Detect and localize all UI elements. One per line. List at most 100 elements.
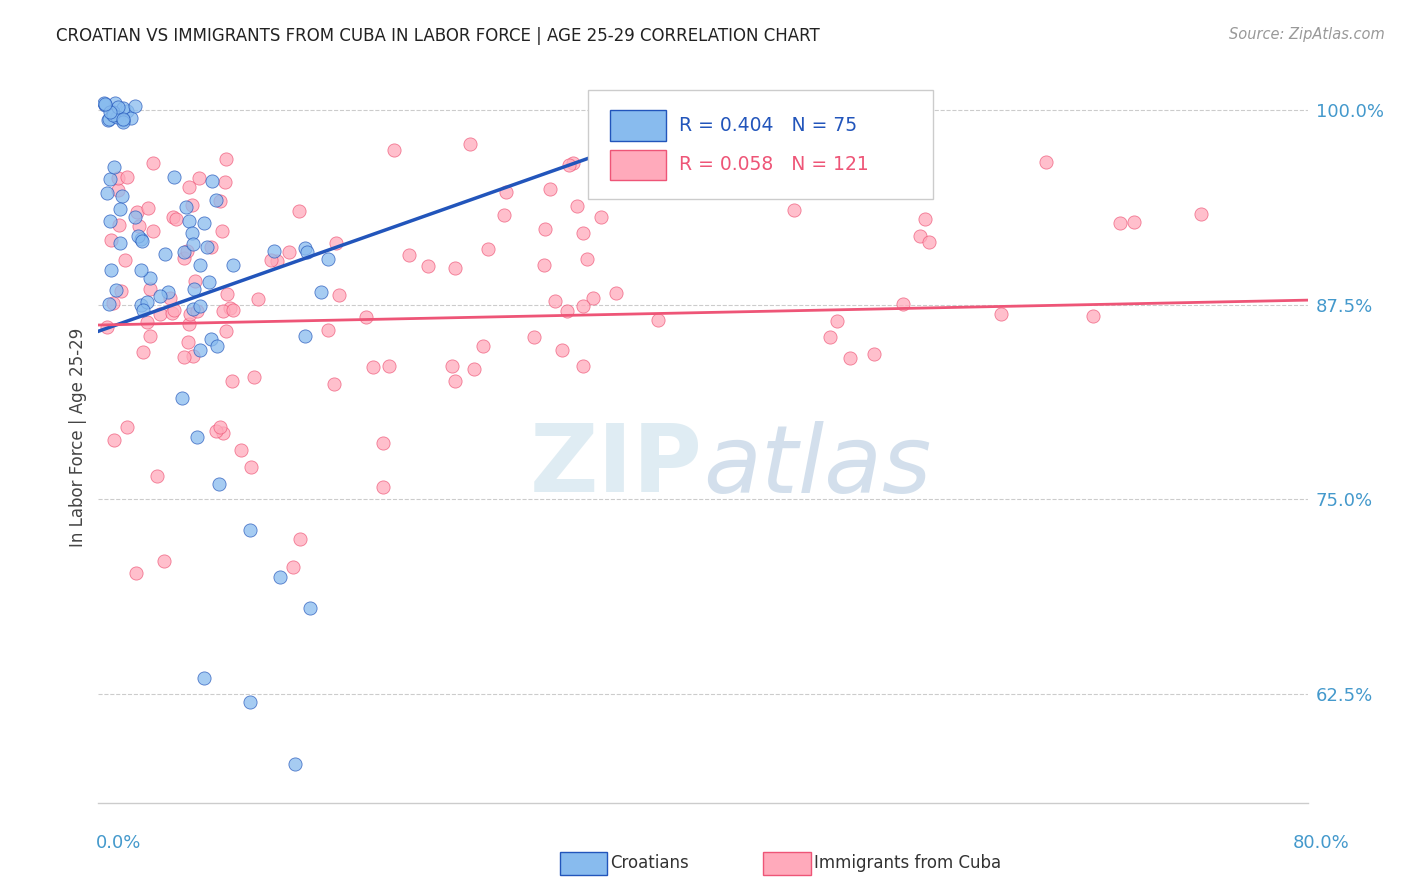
Point [208, 194, 231, 209]
Point [188, 170, 211, 185]
Point [124, 99, 146, 113]
Point [186, 304, 208, 318]
Point [124, 211, 146, 225]
Point [105, 110, 128, 124]
Point [288, 203, 311, 218]
Y-axis label: In Labor Force | Age 25-29: In Labor Force | Age 25-29 [69, 327, 87, 547]
Point [534, 221, 557, 235]
Point [149, 288, 172, 302]
Point [112, 112, 135, 127]
Point [605, 285, 627, 300]
Point [260, 253, 283, 268]
Point [205, 424, 228, 438]
Point [107, 170, 129, 185]
Point [108, 202, 131, 217]
Point [825, 314, 848, 328]
Point [98, 172, 121, 186]
Point [544, 293, 567, 308]
Point [209, 420, 232, 434]
Point [591, 210, 613, 224]
Point [94, 96, 117, 111]
Point [101, 105, 124, 120]
Point [582, 291, 605, 305]
Point [602, 171, 624, 186]
Point [572, 359, 595, 373]
Point [112, 112, 135, 127]
Point [463, 362, 485, 376]
Point [125, 205, 148, 219]
Point [214, 175, 236, 189]
Point [239, 459, 262, 474]
Point [105, 283, 128, 297]
Point [576, 252, 599, 266]
Point [188, 299, 211, 313]
Point [111, 102, 134, 116]
Point [179, 180, 201, 194]
Point [131, 344, 153, 359]
Point [284, 756, 307, 771]
Point [550, 343, 572, 357]
Point [538, 182, 561, 196]
Point [398, 248, 420, 262]
Point [211, 224, 233, 238]
Point [96, 319, 118, 334]
Point [246, 292, 269, 306]
Point [177, 335, 200, 350]
Point [914, 212, 936, 227]
Point [294, 329, 316, 343]
Point [93, 96, 115, 111]
Point [156, 285, 179, 299]
Point [111, 115, 134, 129]
Point [495, 186, 517, 200]
Point [139, 329, 162, 343]
Text: R = 0.404   N = 75: R = 0.404 N = 75 [679, 116, 856, 135]
Text: 80.0%: 80.0% [1294, 834, 1350, 852]
Point [160, 306, 183, 320]
Point [572, 226, 595, 240]
Point [108, 236, 131, 251]
Point [190, 343, 212, 357]
Point [183, 236, 205, 251]
Point [120, 112, 142, 126]
Point [198, 275, 221, 289]
Point [104, 96, 127, 111]
Point [891, 297, 914, 311]
Point [110, 284, 132, 298]
Point [205, 338, 228, 352]
Point [115, 420, 138, 434]
Point [533, 258, 555, 272]
Point [328, 287, 350, 301]
Point [471, 339, 494, 353]
Text: R = 0.058   N = 121: R = 0.058 N = 121 [679, 155, 869, 175]
Point [839, 351, 862, 365]
Point [136, 201, 159, 215]
Point [129, 262, 152, 277]
Point [214, 153, 236, 167]
Point [297, 245, 319, 260]
Point [243, 370, 266, 384]
Point [492, 209, 515, 223]
Point [592, 145, 614, 160]
Point [440, 359, 463, 374]
Point [558, 158, 581, 172]
Point [222, 258, 245, 272]
Point [135, 295, 157, 310]
Point [818, 330, 841, 344]
Point [131, 234, 153, 248]
Point [188, 258, 211, 272]
Point [127, 228, 149, 243]
Point [221, 303, 243, 318]
Point [96, 186, 118, 201]
Point [131, 232, 153, 246]
Point [229, 442, 252, 457]
Point [159, 292, 181, 306]
Point [176, 244, 198, 258]
Text: CROATIAN VS IMMIGRANTS FROM CUBA IN LABOR FORCE | AGE 25-29 CORRELATION CHART: CROATIAN VS IMMIGRANTS FROM CUBA IN LABO… [56, 27, 820, 45]
Point [212, 426, 235, 441]
Point [477, 242, 499, 256]
Point [263, 244, 285, 258]
Point [139, 271, 162, 285]
Point [128, 219, 150, 233]
Point [382, 143, 405, 157]
Point [100, 233, 122, 247]
